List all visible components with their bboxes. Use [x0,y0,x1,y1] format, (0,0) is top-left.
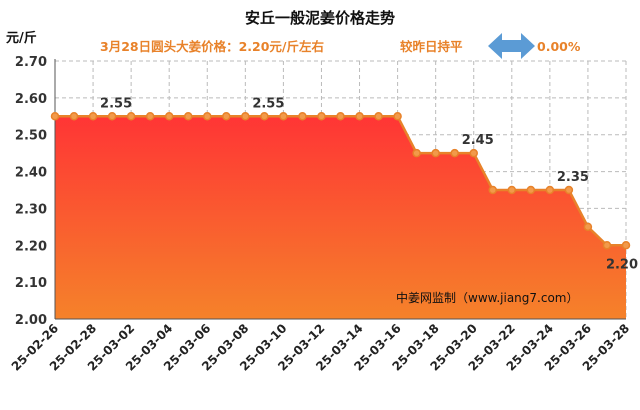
x-axis-ticks: 25-02-2625-02-2825-03-0225-03-0425-03-06… [9,321,632,373]
data-label: 2.20 [606,257,638,272]
data-point [393,112,402,121]
data-point [126,112,136,121]
data-point [488,185,498,195]
y-tick-label: 2.50 [15,129,47,144]
data-point [145,112,155,121]
data-point [526,185,536,195]
data-point [412,148,421,158]
data-point [69,112,79,121]
data-point [469,148,478,158]
y-tick-label: 2.70 [15,55,47,70]
data-point [545,185,555,195]
data-point [183,112,193,121]
data-points [50,112,631,250]
y-axis-ticks: 2.00 2.10 2.20 2.30 2.40 2.50 2.60 2.70 [15,55,47,328]
data-point [279,112,288,121]
data-point [507,185,517,195]
y-tick-label: 2.10 [15,276,47,291]
data-labels: 2.55 2.55 2.45 2.35 2.20 [100,96,638,272]
data-point [450,148,459,158]
data-point [564,185,574,195]
y-axis-unit: 元/斤 [6,30,37,46]
data-point [621,241,631,250]
chart-title: 安丘一般泥姜价格走势 [245,9,395,27]
data-label: 2.55 [100,96,132,111]
data-point [317,112,326,121]
data-point [260,112,269,121]
data-point [355,112,364,121]
subtitle-date-price: 3月28日圆头大姜价格：2.20元/斤左右 [100,39,324,54]
y-tick-label: 2.40 [15,166,47,181]
double-arrow-icon [488,33,535,59]
data-point [50,112,60,121]
data-point [88,112,98,121]
data-point [222,112,231,121]
data-label: 2.55 [252,96,284,111]
y-tick-label: 2.20 [15,239,47,254]
data-point [602,241,612,250]
data-point [164,112,174,121]
axes [54,59,626,320]
watermark: 中姜网监制（www.jiang7.com） [396,290,578,305]
data-label: 2.45 [462,133,494,148]
price-area [55,115,626,320]
area-fill [55,116,626,320]
data-point [241,112,250,121]
data-label: 2.35 [557,170,589,185]
subtitle-change: 0.00% [537,39,581,54]
y-tick-label: 2.00 [15,313,47,328]
subtitle-compare: 较昨日持平 [400,39,463,54]
data-point [336,112,345,121]
y-tick-label: 2.30 [15,202,47,217]
data-point [203,112,212,121]
data-point [374,112,383,121]
data-point [431,148,440,158]
data-point [583,222,593,232]
y-tick-label: 2.60 [15,92,47,107]
data-point [107,112,117,121]
data-point [298,112,307,121]
